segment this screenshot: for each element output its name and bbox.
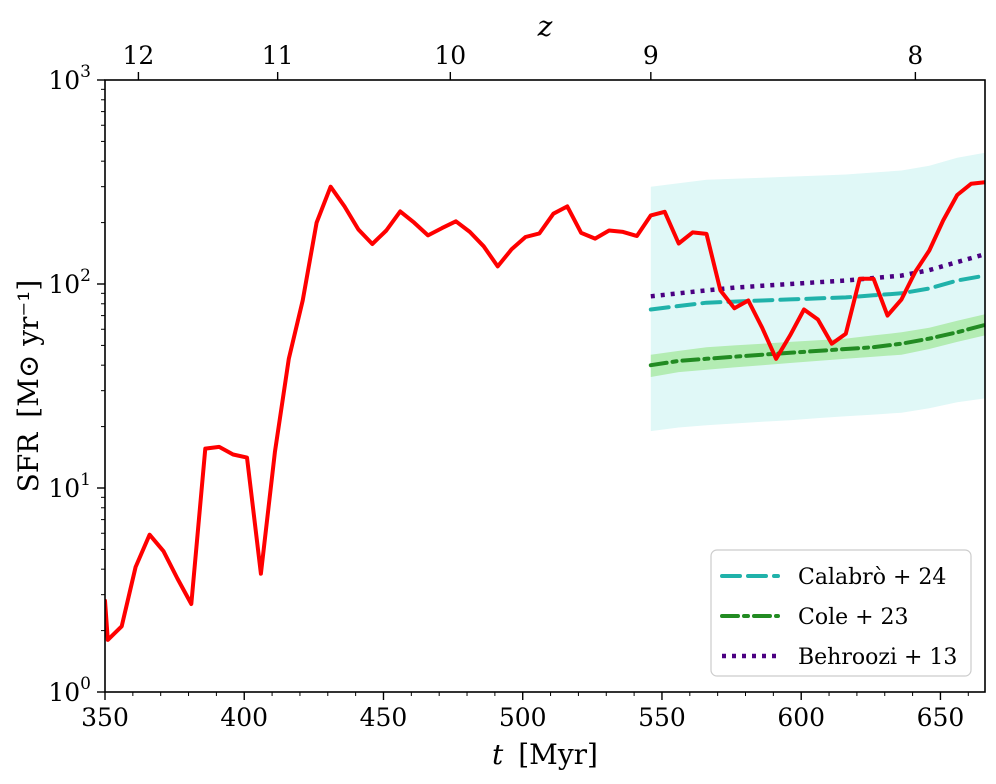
- x-tick-label: 350: [81, 703, 129, 732]
- y-axis-unit: [M⊙ yr⁻¹]: [12, 280, 45, 418]
- plot-frame: [104, 79, 986, 693]
- y-axis-var: SFR: [12, 432, 45, 493]
- legend-label: Cole + 23: [798, 605, 909, 630]
- y-tick-label: 100: [48, 674, 91, 707]
- series-lines: [105, 180, 985, 642]
- x-axis-unit: [Myr]: [518, 738, 598, 771]
- x-tick-label: 400: [220, 703, 268, 732]
- top-tick-label: 10: [434, 41, 466, 70]
- top-tick-label: 11: [262, 41, 294, 70]
- top-tick-label: 8: [907, 41, 923, 70]
- x-tick-label: 550: [638, 703, 686, 732]
- y-tick-label: 102: [48, 266, 91, 299]
- series-line-calabr-24: [648, 273, 985, 312]
- axis-ticks: 350 400 450 500 550 600 650 100 101 102 103 12 11 10 9…: [48, 41, 969, 732]
- y-tick-label: 103: [48, 62, 91, 95]
- x-axis-var: t: [492, 738, 504, 771]
- x-tick-label: 500: [499, 703, 547, 732]
- legend: Calabrò + 24 Cole + 23 Behroozi + 13: [710, 549, 972, 677]
- top-axis-label: z: [537, 10, 553, 43]
- legend-label: Behroozi + 13: [798, 645, 957, 670]
- legend-label: Calabrò + 24: [798, 565, 946, 590]
- top-tick-label: 9: [643, 41, 659, 70]
- y-axis-label: SFR [M⊙ yr⁻¹]: [12, 280, 45, 493]
- uncertainty-bands: [650, 152, 985, 432]
- top-tick-label: 12: [123, 41, 155, 70]
- band-cole-23: [650, 314, 985, 377]
- series-line-cole-23: [648, 322, 985, 368]
- x-tick-label: 650: [917, 703, 965, 732]
- x-axis-label: t [Myr]: [492, 738, 598, 771]
- x-tick-label: 450: [360, 703, 408, 732]
- y-tick-label: 101: [48, 470, 91, 503]
- legend-box: [710, 549, 972, 677]
- series-line-simulation-sfr: [105, 180, 985, 642]
- x-tick-label: 600: [777, 703, 825, 732]
